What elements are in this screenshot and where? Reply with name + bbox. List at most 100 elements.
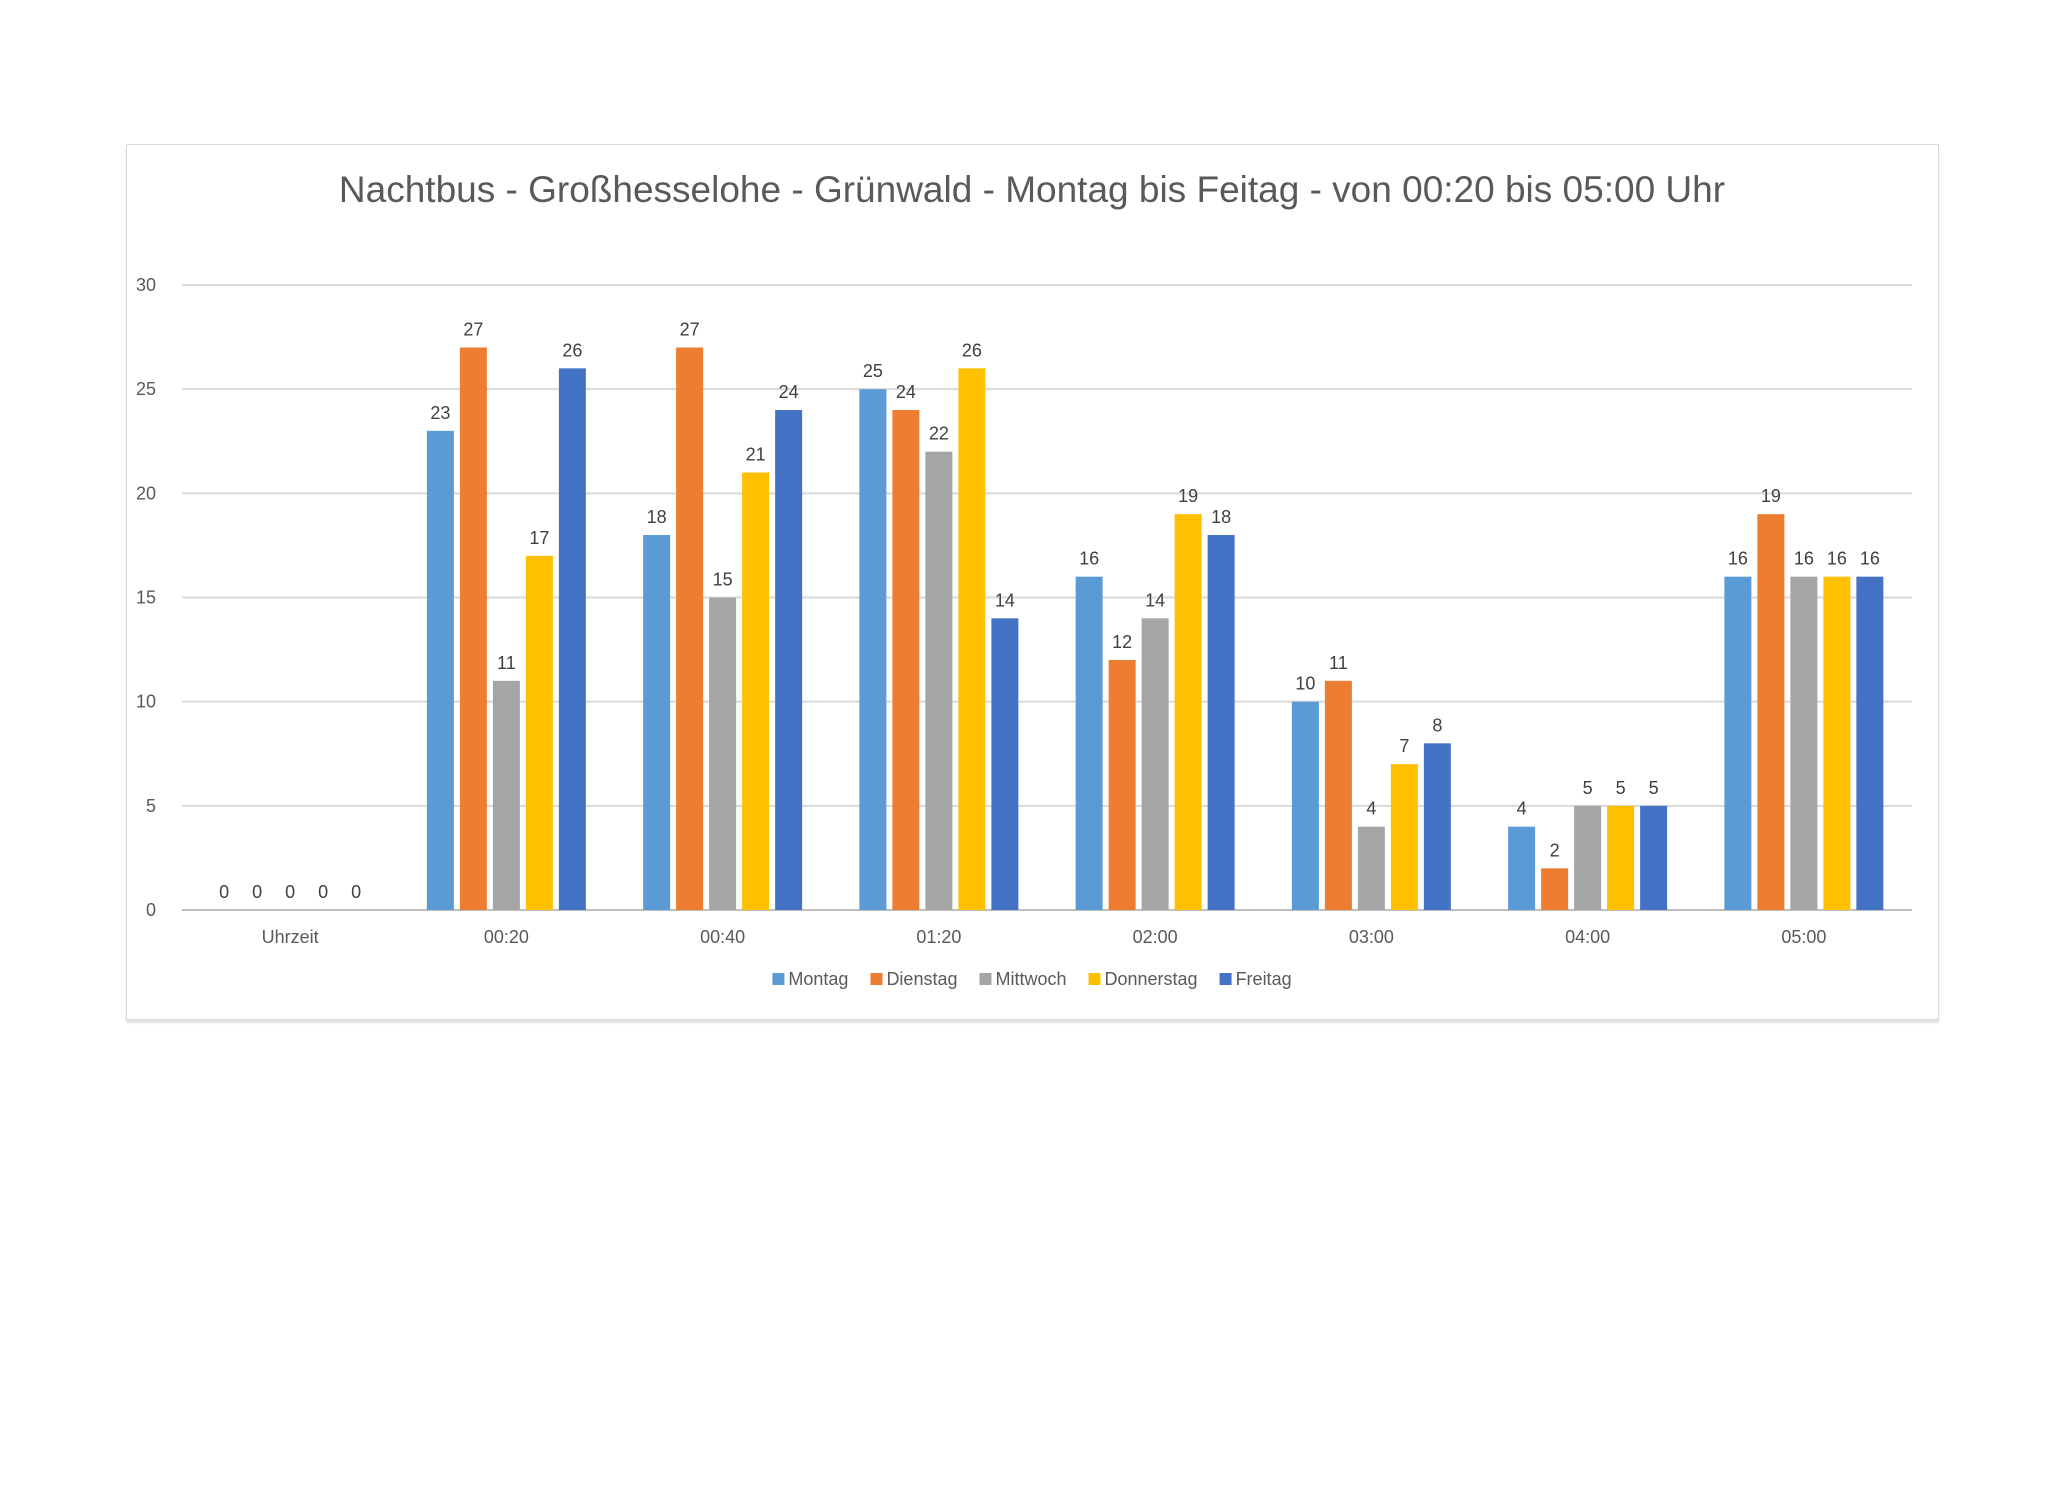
bar-montag-05:00 [1724, 576, 1752, 910]
bar-dienstag-04:00 [1541, 868, 1569, 910]
bar-donnerstag-00:40 [742, 472, 770, 910]
bar-mittwoch-05:00 [1790, 576, 1818, 910]
data-label: 0 [351, 882, 361, 902]
y-axis-ticks: 0 5 10 15 20 25 30 [136, 275, 156, 920]
y-tick-label: 0 [146, 900, 156, 920]
x-category-label: 00:20 [484, 927, 529, 947]
bar-freitag-01:20 [991, 618, 1019, 910]
data-label: 4 [1366, 799, 1376, 819]
bar-freitag-05:00 [1856, 576, 1884, 910]
data-label: 18 [647, 507, 667, 527]
data-label: 0 [252, 882, 262, 902]
data-label: 0 [318, 882, 328, 902]
x-category-label: 02:00 [1133, 927, 1178, 947]
data-label: 7 [1399, 736, 1409, 756]
y-tick-label: 15 [136, 588, 156, 608]
data-label: 17 [529, 528, 549, 548]
bar-mittwoch-00:40 [709, 597, 737, 910]
legend-swatch-montag [772, 973, 785, 985]
legend-label: Montag [788, 969, 848, 989]
bar-mittwoch-04:00 [1574, 805, 1602, 910]
data-label: 24 [896, 382, 916, 402]
legend-label: Freitag [1236, 969, 1292, 989]
y-tick-label: 25 [136, 379, 156, 399]
data-label: 16 [1860, 549, 1880, 569]
data-label: 11 [1329, 653, 1348, 673]
x-category-label: 00:40 [700, 927, 745, 947]
x-category-label: 03:00 [1349, 927, 1394, 947]
data-label: 14 [1145, 590, 1165, 610]
legend-label: Mittwoch [995, 969, 1066, 989]
data-label: 2 [1550, 840, 1560, 860]
y-tick-label: 5 [146, 796, 156, 816]
data-label: 22 [929, 424, 949, 444]
bars [426, 347, 1884, 910]
data-label: 5 [1583, 778, 1593, 798]
data-label: 10 [1295, 674, 1315, 694]
bar-montag-00:40 [643, 535, 671, 910]
data-label: 23 [430, 403, 450, 423]
bar-mittwoch-02:00 [1141, 618, 1169, 910]
data-label: 19 [1761, 486, 1781, 506]
data-label: 16 [1827, 549, 1847, 569]
legend-label: Dienstag [886, 969, 957, 989]
bar-montag-00:20 [426, 430, 454, 910]
legend-swatch-mittwoch [979, 973, 992, 985]
bar-mittwoch-03:00 [1357, 826, 1385, 910]
x-axis-categories: Uhrzeit 00:20 00:40 01:20 02:00 03:00 04:00 05:… [262, 927, 1827, 947]
data-label: 0 [219, 882, 229, 902]
bar-dienstag-00:20 [459, 347, 487, 910]
data-label: 24 [779, 382, 799, 402]
bar-montag-04:00 [1508, 826, 1536, 910]
data-label: 16 [1728, 549, 1748, 569]
data-label: 5 [1649, 778, 1659, 798]
data-label: 21 [746, 445, 766, 465]
bar-mittwoch-01:20 [925, 451, 953, 910]
bar-chart: Nachtbus - Großhesselohe - Grünwald - Mo… [136, 169, 1912, 989]
data-label: 26 [562, 340, 582, 360]
bar-dienstag-02:00 [1108, 660, 1136, 910]
bar-freitag-00:20 [558, 368, 586, 910]
bar-donnerstag-05:00 [1823, 576, 1851, 910]
data-label: 8 [1432, 715, 1442, 735]
data-label: 19 [1178, 486, 1198, 506]
chart-frame: Nachtbus - Großhesselohe - Grünwald - Mo… [126, 144, 1939, 1020]
data-label: 26 [962, 340, 982, 360]
bar-freitag-02:00 [1207, 535, 1235, 910]
data-label: 25 [863, 361, 883, 381]
bar-montag-03:00 [1291, 701, 1319, 910]
legend-swatch-dienstag [870, 973, 883, 985]
data-label: 0 [285, 882, 295, 902]
bar-dienstag-00:40 [676, 347, 704, 910]
bar-dienstag-01:20 [892, 410, 920, 910]
data-label: 16 [1794, 549, 1814, 569]
data-label: 5 [1616, 778, 1626, 798]
bar-donnerstag-02:00 [1174, 514, 1202, 910]
legend-swatch-donnerstag [1088, 973, 1101, 985]
bar-freitag-03:00 [1423, 743, 1451, 910]
data-labels: 0 0 0 0 023271117261827152124252422261416121… [219, 320, 1880, 903]
y-tick-label: 10 [136, 692, 156, 712]
bar-donnerstag-04:00 [1607, 805, 1635, 910]
x-category-label: 05:00 [1781, 927, 1826, 947]
legend-label: Donnerstag [1105, 969, 1198, 989]
x-category-label: Uhrzeit [262, 927, 319, 947]
chart-title: Nachtbus - Großhesselohe - Grünwald - Mo… [339, 169, 1725, 210]
x-category-label: 01:20 [916, 927, 961, 947]
y-tick-label: 20 [136, 483, 156, 503]
bar-montag-02:00 [1075, 576, 1103, 910]
data-label: 4 [1517, 799, 1527, 819]
legend-swatch-freitag [1219, 973, 1232, 985]
y-tick-label: 30 [136, 275, 156, 295]
data-label: 14 [995, 590, 1015, 610]
data-label: 27 [463, 320, 483, 340]
data-label: 15 [713, 570, 733, 590]
legend: Montag Dienstag Mittwoch Donnerstag Freitag [772, 969, 1292, 989]
data-label: 11 [497, 653, 516, 673]
bar-dienstag-05:00 [1757, 514, 1785, 910]
data-label: 12 [1112, 632, 1132, 652]
bar-montag-01:20 [859, 389, 887, 910]
bar-freitag-00:40 [775, 410, 803, 910]
data-label: 18 [1211, 507, 1231, 527]
bar-freitag-04:00 [1640, 805, 1668, 910]
